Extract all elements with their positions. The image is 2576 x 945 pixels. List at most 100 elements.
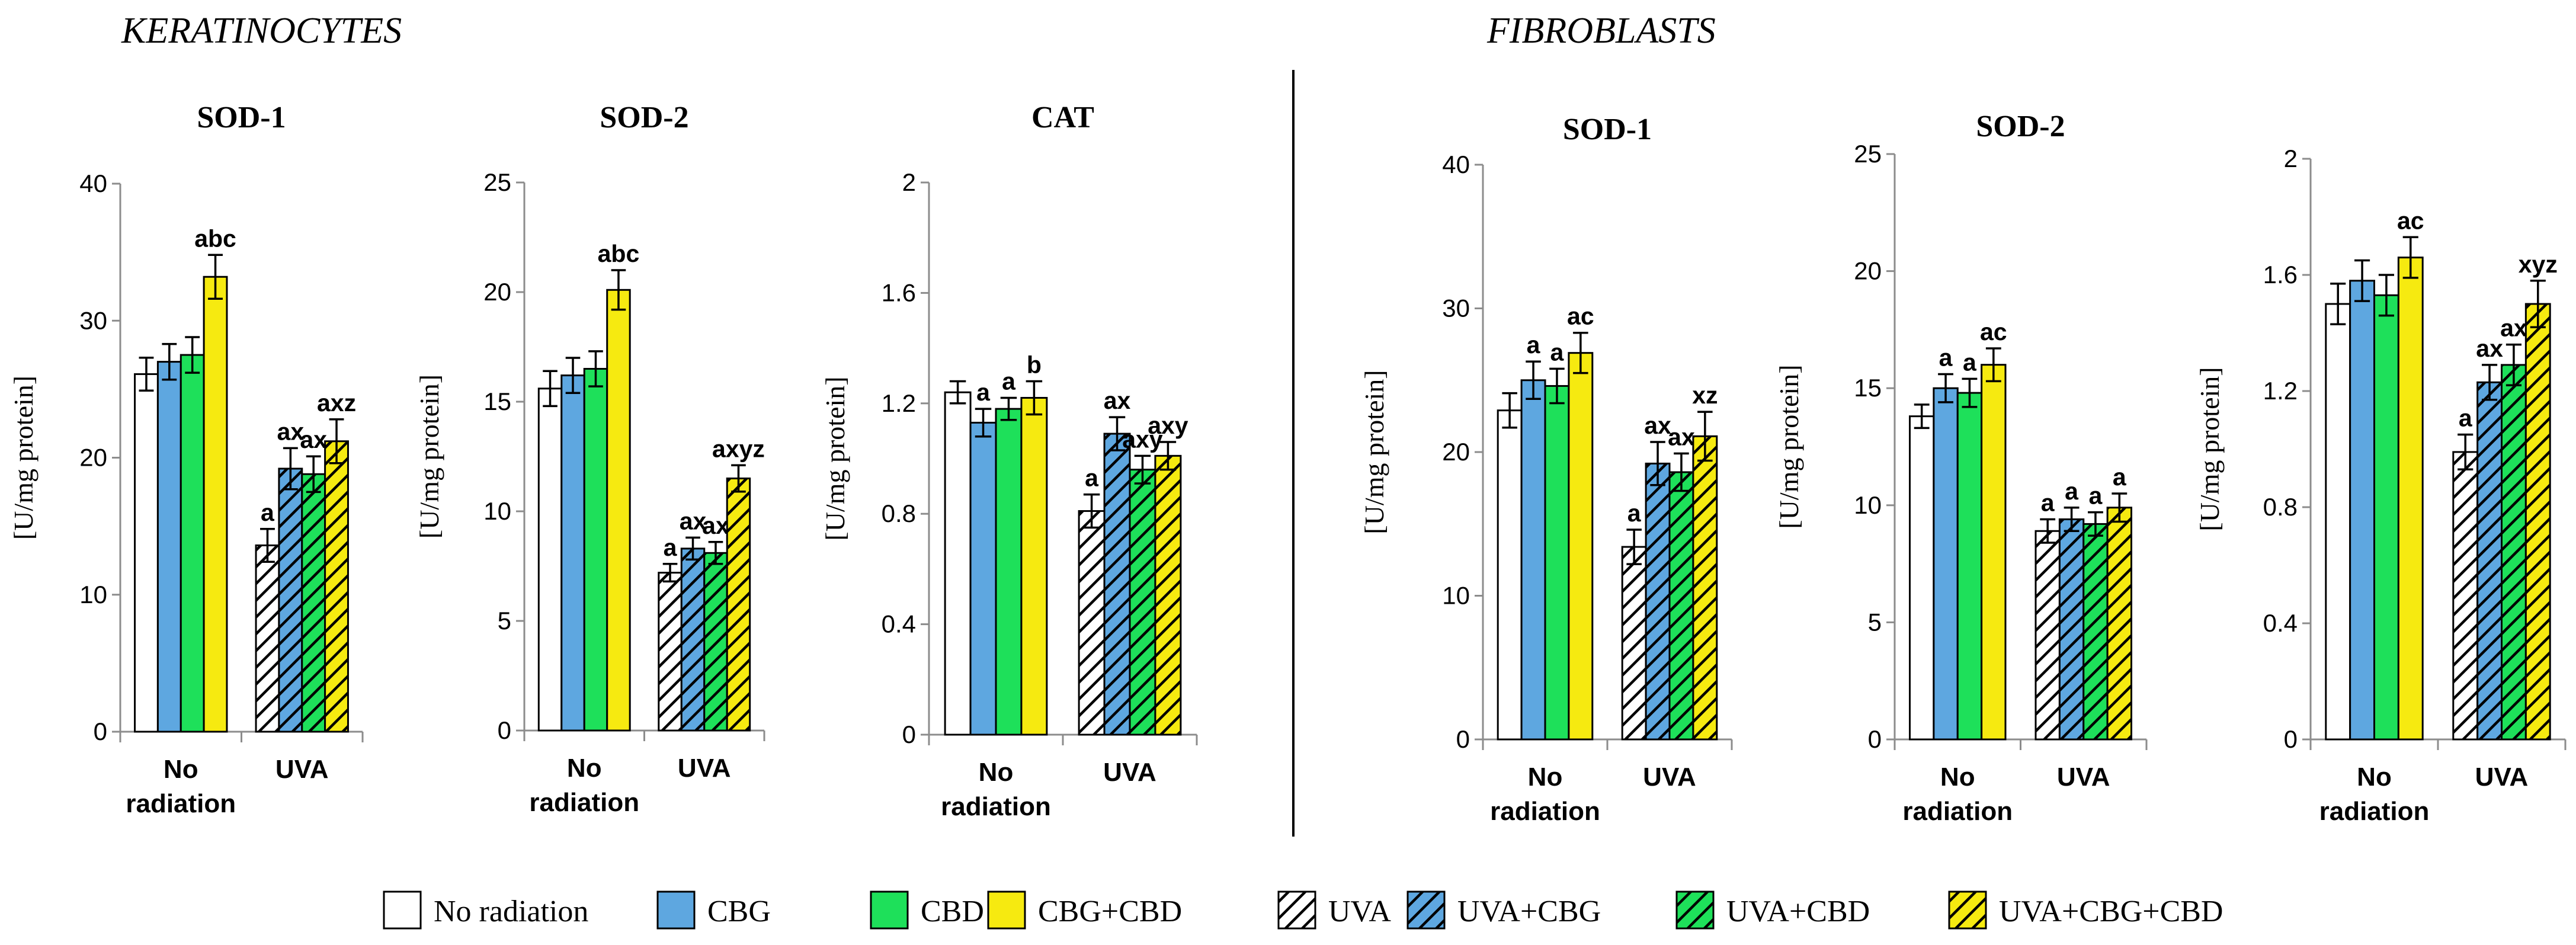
y-axis-label: [U/mg protein] (8, 376, 39, 540)
y-axis-label: [U/mg protein] (2194, 367, 2225, 531)
x-category-label: UVA (275, 755, 329, 784)
bar-uva-cbd-1 (301, 473, 326, 733)
significance-label: ax (1644, 412, 1671, 439)
significance-label: axz (317, 389, 356, 417)
x-category-label-line: No (979, 758, 1014, 787)
y-axis-label: [U/mg protein] (414, 374, 444, 539)
bar-uva-1 (1621, 546, 1647, 741)
legend-label-uva-cbg-cbd: UVA+CBG+CBD (1999, 895, 2223, 928)
chart-keratinocytes-sod-2-1: SOD-2 [U/mg protein] 0 5 10 15 20 25 No radiation… (414, 101, 765, 817)
bar-uva-cbg-cbd-1 (726, 478, 751, 732)
y-tick-label: 0 (94, 717, 107, 745)
bar-cbg-0 (1933, 387, 1959, 741)
y-tick-label: 10 (79, 581, 107, 608)
bar-uva-cbg-cbd-1 (1154, 454, 1182, 736)
y-axis-label: [U/mg protein] (820, 376, 850, 540)
y-tick-label: 15 (483, 387, 511, 415)
significance-label: ac (1567, 303, 1594, 330)
significance-label: axy (1122, 425, 1163, 453)
bar-no-radiation-0 (944, 391, 972, 736)
significance-label: ax (300, 426, 327, 453)
significance-label: a (1527, 331, 1541, 358)
bar-cbg-cbd-0 (2397, 257, 2424, 741)
y-tick-label: 40 (1442, 150, 1470, 178)
x-category-label: UVA (2475, 763, 2529, 792)
significance-label: ax (702, 512, 729, 539)
y-tick-label: 1.6 (882, 278, 916, 306)
bar-cbg-cbd-0 (1568, 352, 1594, 741)
y-tick-label: 30 (79, 306, 107, 334)
bar-uva-1 (2452, 451, 2479, 741)
significance-label: a (2089, 482, 2103, 510)
x-category-label-line: radiation (1490, 797, 1600, 826)
significance-label: a (261, 499, 275, 526)
legend-swatch-uva-cbd (1675, 890, 1715, 930)
legend-item-no-radiation: No radiation (383, 890, 588, 930)
significance-label: a (1963, 348, 1977, 376)
legend-label-uva: UVA (1328, 895, 1391, 928)
bar-uva-cbd-1 (703, 552, 728, 732)
bar-cbg-0 (969, 421, 997, 736)
bar-uva-cbg-cbd-1 (324, 440, 349, 733)
significance-label: a (664, 534, 678, 561)
panel-title: SOD-1 (1563, 113, 1652, 146)
bar-cbd-0 (2373, 294, 2399, 741)
y-tick-label: 25 (483, 168, 511, 196)
y-tick-label: 0.4 (2263, 609, 2298, 637)
significance-label: a (2113, 463, 2127, 491)
bar-cbg-0 (156, 361, 182, 733)
bar-no-radiation-0 (1497, 409, 1523, 741)
y-tick-label: 0 (2284, 725, 2298, 753)
y-tick-label: 0 (1868, 725, 1882, 753)
x-category-label: No radiation (126, 755, 236, 818)
legend-swatch-uva (1277, 890, 1316, 930)
legend-item-uva-cbg: UVA+CBG (1406, 890, 1601, 930)
bar-uva-cbg-1 (2058, 518, 2085, 741)
x-category-label-line: radiation (941, 792, 1051, 821)
legend-label-no-radiation: No radiation (434, 895, 588, 928)
bar-uva-1 (658, 572, 683, 732)
bar-uva-1 (255, 544, 280, 733)
x-category-label-line: UVA (1103, 758, 1156, 787)
bar-no-radiation-0 (134, 373, 159, 733)
x-category-label: No radiation (2319, 763, 2430, 826)
significance-label: ax (2476, 335, 2503, 362)
bar-uva-cbg-cbd-1 (2106, 507, 2132, 741)
y-tick-label: 5 (1868, 608, 1882, 636)
legend-label-cbg-cbd: CBG+CBD (1038, 895, 1182, 928)
bar-uva-cbg-cbd-1 (1692, 435, 1718, 741)
y-tick-label: 0.4 (882, 610, 916, 638)
legend-swatch-cbg-cbd (987, 890, 1026, 930)
y-tick-label: 0 (498, 716, 511, 744)
bar-cbd-0 (995, 408, 1023, 736)
bar-uva-cbd-1 (2501, 364, 2527, 741)
bar-uva-cbd-1 (1668, 471, 1694, 741)
legend-swatch-no-radiation (383, 890, 422, 930)
chart-fibroblasts-sod-1-3: SOD-1 [U/mg protein] 0 10 20 30 40 No radiation U… (1359, 113, 1733, 826)
significance-label: a (976, 379, 991, 406)
section-title-fibroblasts: FIBROBLASTS (1486, 11, 1716, 51)
panel-title: SOD-2 (600, 101, 688, 134)
bar-uva-cbg-1 (2476, 381, 2503, 741)
significance-label: abc (194, 225, 236, 252)
legend-swatch-uva-cbg (1406, 890, 1446, 930)
panel-title: SOD-1 (197, 101, 286, 134)
y-tick-label: 25 (1854, 140, 1882, 168)
bar-uva-cbg-cbd-1 (2524, 303, 2551, 741)
x-category-label-line: UVA (275, 755, 329, 784)
bar-uva-cbg-1 (1645, 462, 1671, 741)
significance-label: a (2065, 478, 2079, 505)
significance-label: xyz (2519, 251, 2558, 278)
bar-no-radiation-0 (1909, 415, 1935, 741)
legend-label-cbg: CBG (707, 895, 771, 928)
bar-cbg-0 (560, 374, 585, 732)
legend-swatch-cbg (656, 890, 696, 930)
bar-cbd-0 (1956, 392, 1983, 741)
y-tick-label: 2 (902, 168, 916, 196)
x-category-label: UVA (1103, 758, 1156, 787)
significance-label: a (1550, 338, 1565, 366)
significance-label: ax (1104, 387, 1131, 414)
legend: No radiation CBG CBD CBG+CBD UVA UVA+CBG UVA+C… (383, 890, 2223, 930)
